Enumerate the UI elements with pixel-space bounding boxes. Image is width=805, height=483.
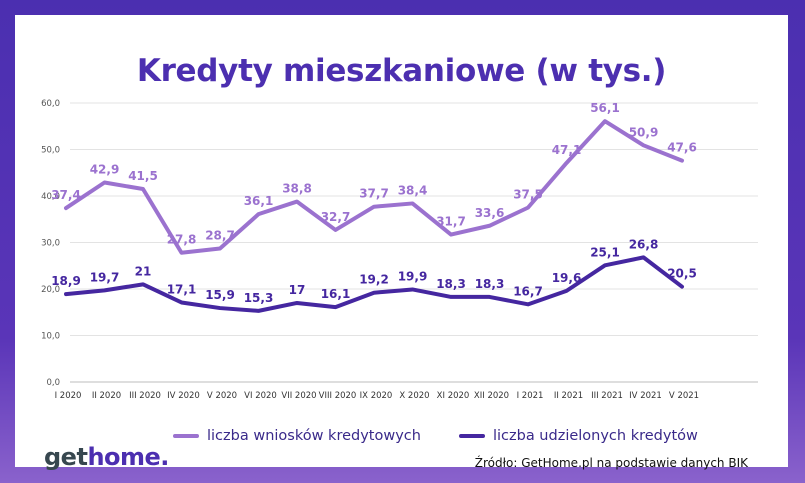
legend-label-granted: liczba udzielonych kredytów bbox=[492, 428, 698, 444]
data-label: 17,1 bbox=[167, 282, 197, 296]
y-tick-label: 30,0 bbox=[41, 239, 60, 249]
data-label: 25,1 bbox=[590, 245, 620, 259]
data-label: 31,7 bbox=[436, 215, 466, 229]
legend-label-applications: liczba wniosków kredytowych bbox=[207, 428, 421, 444]
legend-swatch-granted bbox=[458, 434, 485, 438]
data-label: 50,9 bbox=[629, 125, 659, 139]
data-label: 19,7 bbox=[90, 270, 120, 284]
data-label: 56,1 bbox=[590, 101, 620, 115]
data-label: 47,1 bbox=[552, 143, 582, 157]
data-label: 16,1 bbox=[321, 287, 351, 301]
y-tick-label: 0,0 bbox=[46, 378, 60, 388]
x-tick-label: II 2020 bbox=[92, 391, 121, 401]
logo-part-home: home. bbox=[87, 443, 169, 471]
data-label: 20,5 bbox=[667, 267, 697, 281]
x-tick-label: IV 2021 bbox=[629, 391, 662, 401]
data-label: 38,4 bbox=[398, 183, 428, 197]
y-tick-label: 50,0 bbox=[41, 146, 60, 156]
data-label: 15,9 bbox=[205, 288, 235, 302]
data-label: 18,9 bbox=[51, 274, 81, 288]
x-tick-label: V 2021 bbox=[669, 391, 699, 401]
data-label: 26,8 bbox=[629, 237, 659, 251]
data-label: 17 bbox=[289, 283, 306, 297]
line-chart: 0,0 10,0 20,0 30,0 40,0 50,0 60,0 I 2020 II 2020… bbox=[41, 99, 758, 401]
data-label: 18,3 bbox=[475, 277, 505, 291]
x-tick-label: IX 2020 bbox=[360, 391, 393, 401]
x-tick-label: VIII 2020 bbox=[319, 391, 357, 401]
data-label: 36,1 bbox=[244, 194, 274, 208]
legend-item-granted: liczba udzielonych kredytów bbox=[458, 428, 698, 444]
data-label: 41,5 bbox=[128, 169, 158, 183]
data-label: 33,6 bbox=[475, 206, 505, 220]
x-tick-label: I 2021 bbox=[517, 391, 544, 401]
x-tick-label: I 2020 bbox=[55, 391, 82, 401]
data-label: 19,2 bbox=[359, 273, 389, 287]
x-tick-label: VI 2020 bbox=[244, 391, 277, 401]
data-label: 37,4 bbox=[51, 188, 81, 202]
x-tick-label: VII 2020 bbox=[281, 391, 316, 401]
x-tick-label: IV 2020 bbox=[167, 391, 200, 401]
y-tick-label: 60,0 bbox=[41, 99, 60, 109]
x-tick-label: XI 2020 bbox=[437, 391, 470, 401]
chart-title: Kredyty mieszkaniowe (w tys.) bbox=[136, 53, 667, 89]
chart-legend: liczba wniosków kredytowych liczba udzie… bbox=[173, 428, 698, 444]
data-label: 32,7 bbox=[321, 210, 351, 224]
data-label: 37,7 bbox=[359, 187, 389, 201]
data-label: 19,6 bbox=[552, 271, 582, 285]
y-tick-label: 40,0 bbox=[41, 192, 60, 202]
legend-swatch-applications bbox=[173, 434, 199, 438]
data-label: 27,8 bbox=[167, 233, 197, 247]
data-label: 28,7 bbox=[205, 229, 235, 243]
data-label: 16,7 bbox=[513, 284, 543, 298]
source-note: Źródło: GetHome.pl na podstawie danych B… bbox=[474, 456, 748, 470]
x-tick-label: V 2020 bbox=[207, 391, 237, 401]
legend-item-applications: liczba wniosków kredytowych bbox=[173, 428, 421, 444]
data-label: 42,9 bbox=[90, 163, 120, 177]
gethome-logo: gethome. bbox=[44, 443, 169, 471]
y-tick-label: 10,0 bbox=[41, 332, 60, 342]
data-label: 15,3 bbox=[244, 291, 274, 305]
series-line-applications bbox=[64, 119, 684, 255]
x-tick-label: III 2021 bbox=[591, 391, 623, 401]
y-tick-label: 20,0 bbox=[41, 285, 60, 295]
series-line-granted bbox=[64, 255, 684, 313]
data-label: 19,9 bbox=[398, 269, 428, 283]
x-tick-label: XII 2020 bbox=[474, 391, 509, 401]
data-label: 47,6 bbox=[667, 141, 697, 155]
x-tick-label: III 2020 bbox=[129, 391, 161, 401]
data-label: 37,5 bbox=[513, 188, 543, 202]
data-label: 21 bbox=[135, 264, 152, 278]
x-tick-label: II 2021 bbox=[554, 391, 583, 401]
data-label: 38,8 bbox=[282, 182, 312, 196]
x-tick-label: X 2020 bbox=[399, 391, 429, 401]
chart-card: Kredyty mieszkaniowe (w tys.) 0,0 10,0 20,… bbox=[15, 15, 788, 471]
logo-part-get: get bbox=[44, 443, 88, 471]
data-label: 18,3 bbox=[436, 277, 466, 291]
